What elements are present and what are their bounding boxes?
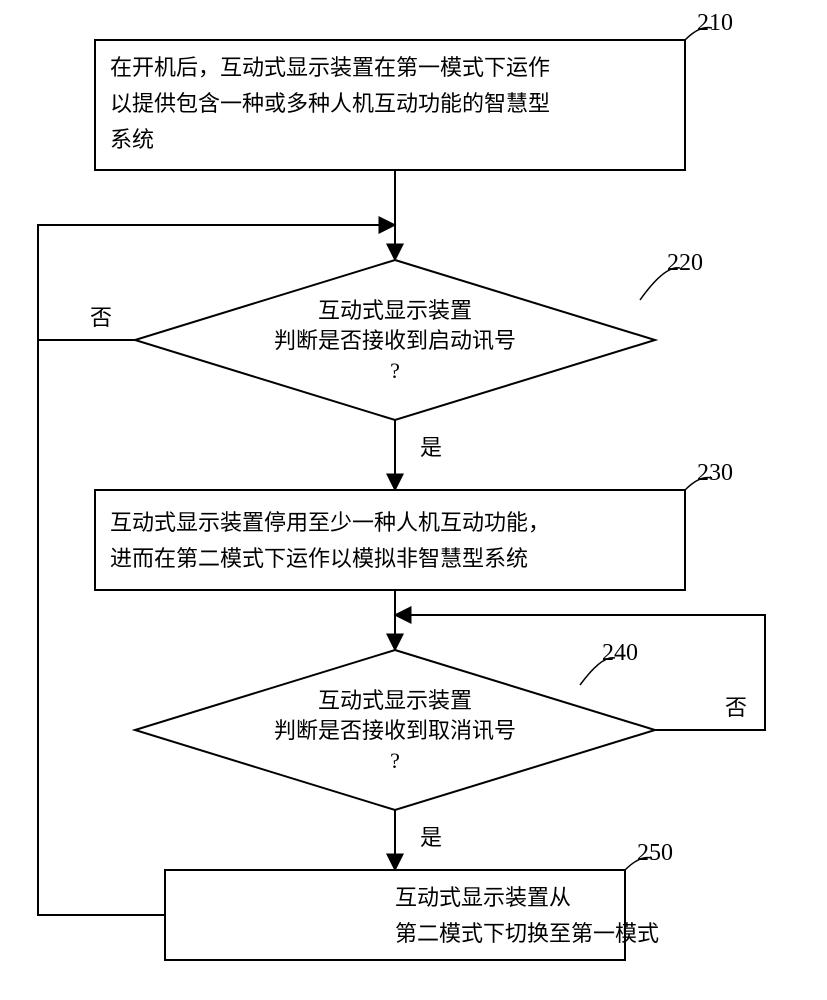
edge-label: 否 — [725, 695, 747, 720]
ref-label: 220 — [667, 250, 703, 276]
process-box — [165, 870, 625, 960]
ref-label: 210 — [697, 10, 733, 36]
ref-label: 250 — [637, 840, 673, 866]
node-text: 互动式显示装置停用至少一种人机互动功能， — [110, 510, 550, 535]
node-text: 互动式显示装置 — [318, 688, 472, 713]
edge-label: 否 — [90, 305, 112, 330]
node-text: ? — [390, 358, 400, 383]
node-text: ? — [390, 748, 400, 773]
ref-label: 240 — [602, 640, 638, 666]
node-text: 进而在第二模式下运作以模拟非智慧型系统 — [110, 546, 528, 571]
node-text: 互动式显示装置从 — [395, 885, 571, 910]
ref-label: 230 — [697, 460, 733, 486]
node-text: 判断是否接收到取消讯号 — [274, 718, 516, 743]
node-text: 判断是否接收到启动讯号 — [274, 328, 516, 353]
edge-label: 是 — [420, 825, 442, 850]
edge-label: 是 — [420, 435, 442, 460]
node-text: 系统 — [110, 127, 154, 152]
node-text: 第二模式下切换至第一模式 — [395, 921, 659, 946]
node-text: 以提供包含一种或多种人机互动功能的智慧型 — [110, 91, 550, 116]
process-box — [95, 490, 685, 590]
node-text: 互动式显示装置 — [318, 298, 472, 323]
node-text: 在开机后，互动式显示装置在第一模式下运作 — [110, 55, 550, 80]
